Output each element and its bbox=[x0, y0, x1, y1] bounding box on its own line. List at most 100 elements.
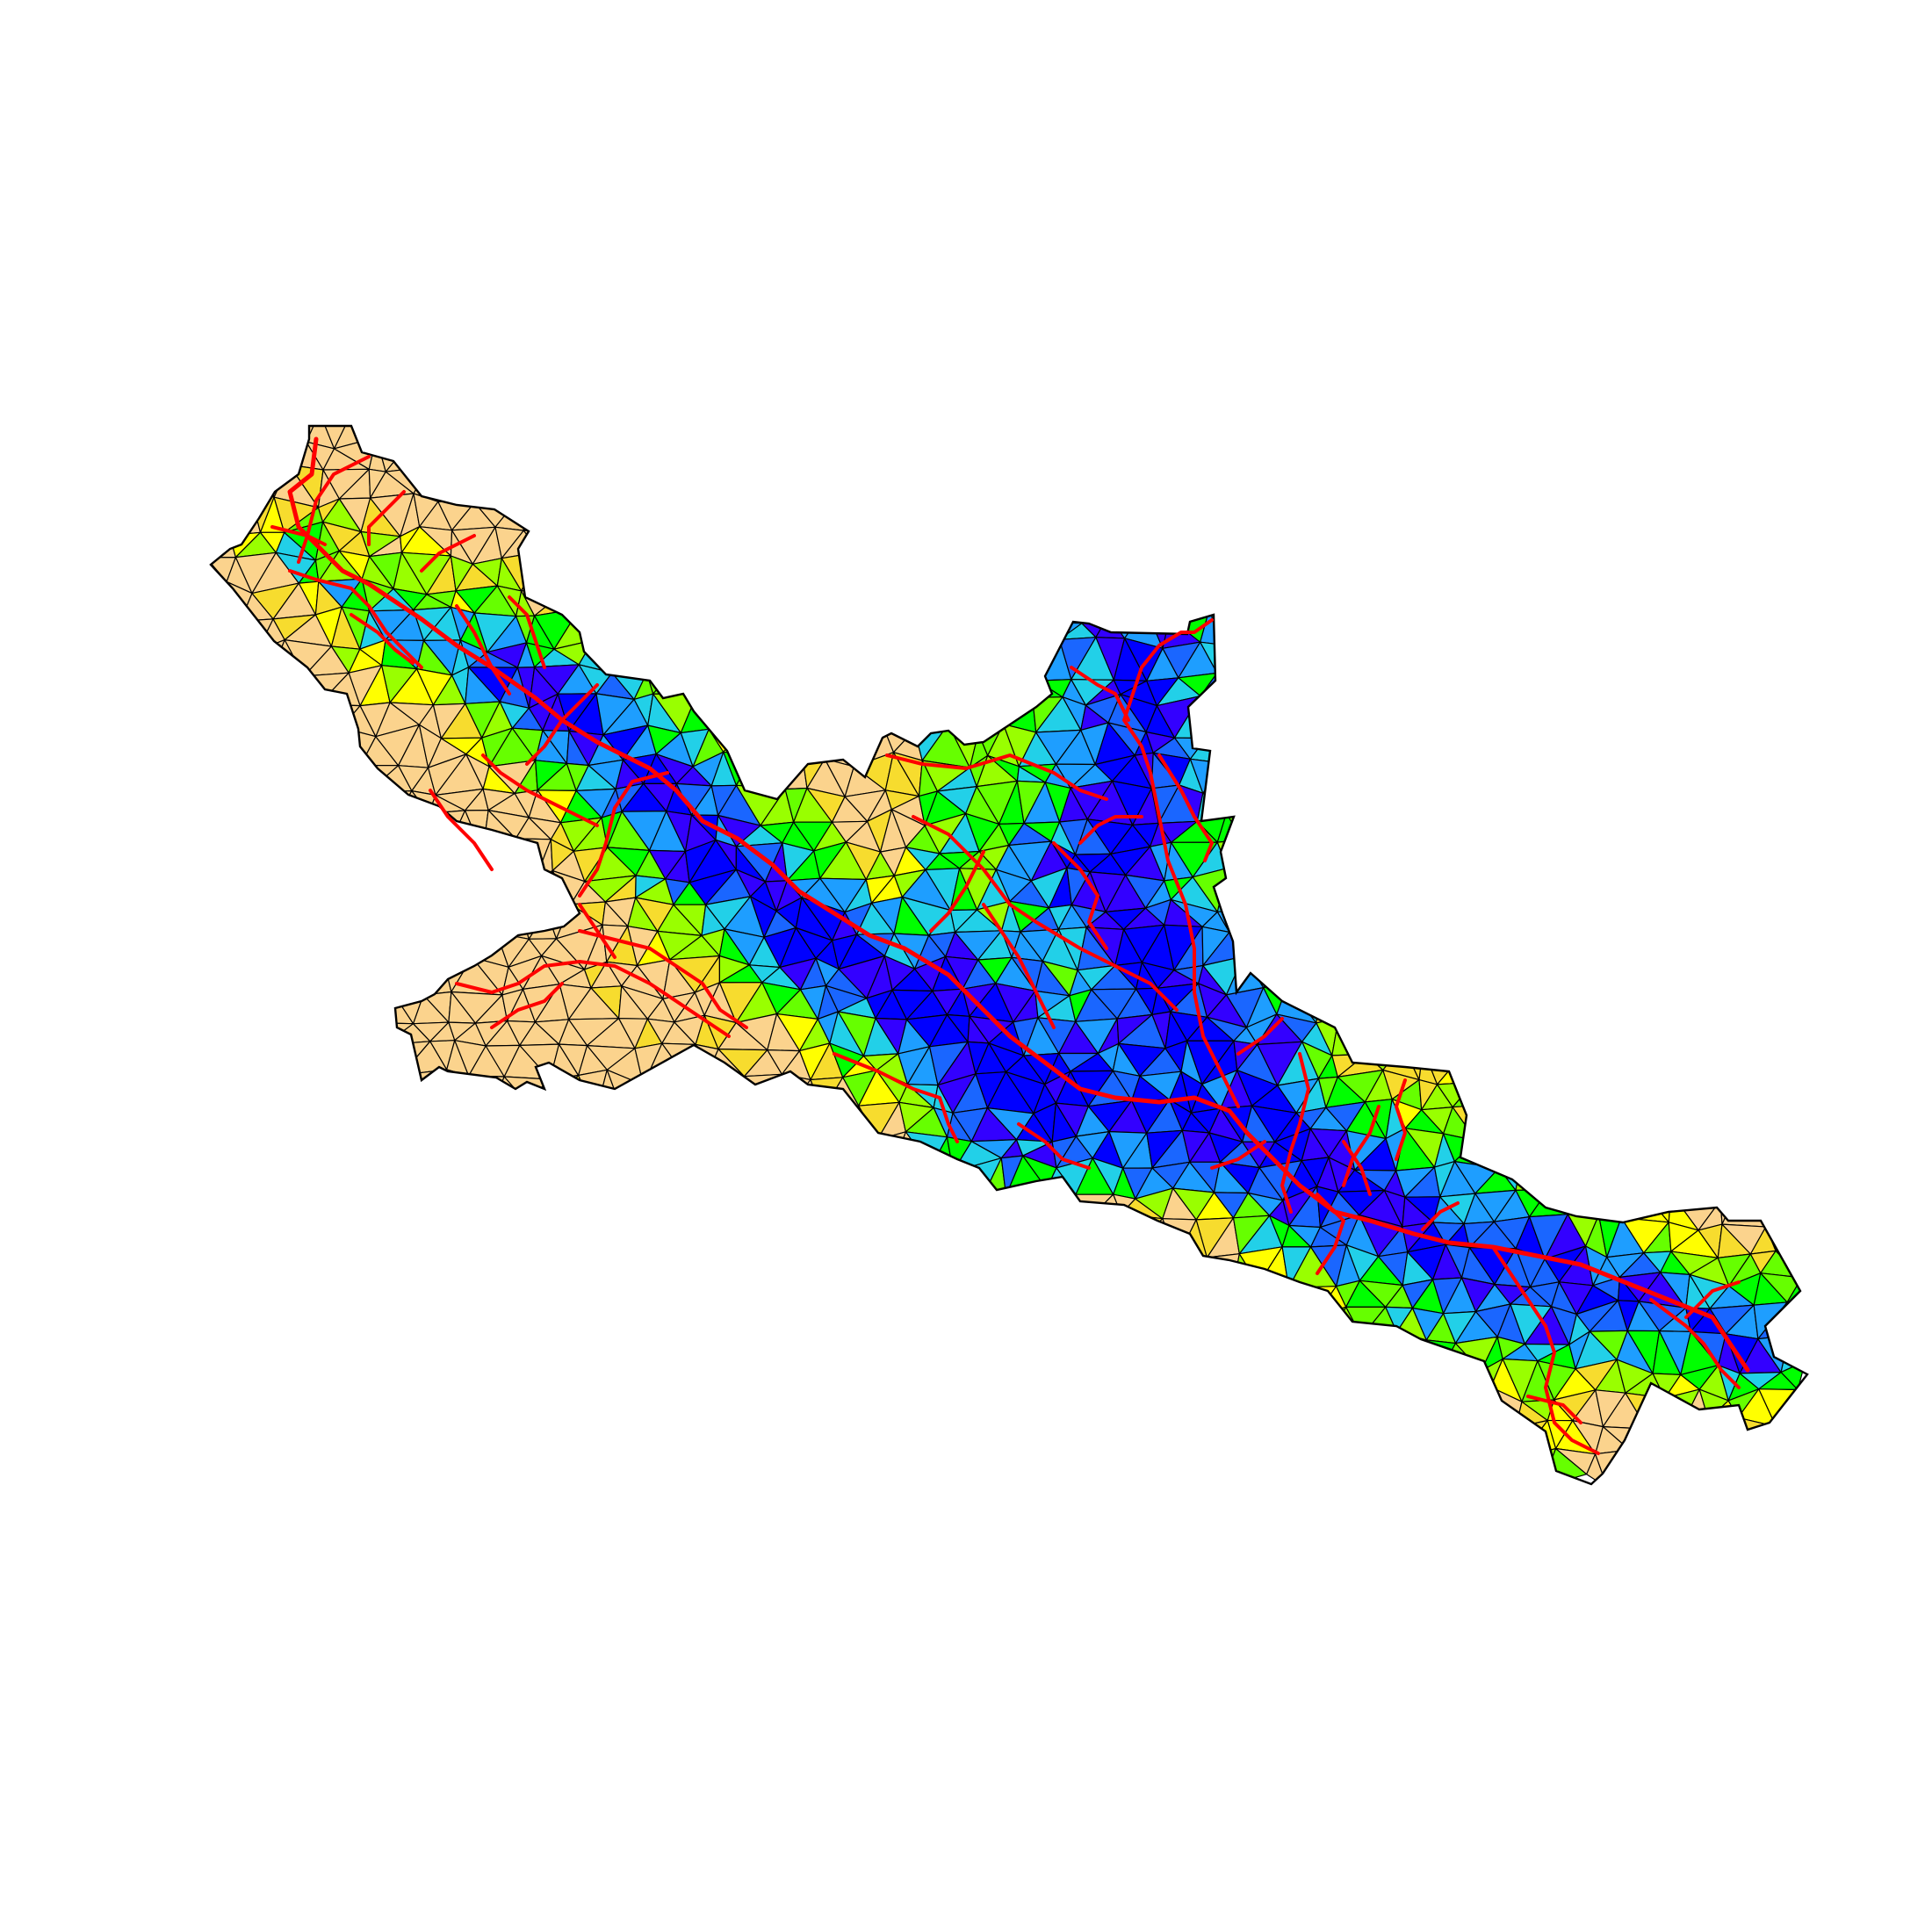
mesh-triangle bbox=[922, 590, 954, 624]
mesh-triangle bbox=[602, 1247, 652, 1278]
mesh-triangle bbox=[1777, 1101, 1807, 1142]
mesh-triangle bbox=[801, 469, 833, 503]
mesh-triangle bbox=[1503, 882, 1545, 912]
mesh-triangle bbox=[1660, 984, 1689, 1014]
mesh-triangle bbox=[1173, 557, 1215, 595]
mesh-triangle bbox=[1570, 1165, 1612, 1201]
mesh-triangle bbox=[1421, 784, 1466, 825]
mesh-triangle bbox=[311, 1244, 350, 1274]
mesh-triangle bbox=[1748, 426, 1775, 440]
tributary-stream bbox=[1316, 1193, 1345, 1275]
mesh-triangle bbox=[903, 426, 946, 443]
mesh-triangle bbox=[884, 1215, 912, 1258]
mesh-triangle bbox=[232, 434, 269, 472]
mesh-triangle bbox=[359, 1330, 391, 1373]
mesh-triangle bbox=[1380, 667, 1409, 696]
mesh-triangle bbox=[1559, 1132, 1604, 1171]
mesh-triangle bbox=[1662, 426, 1704, 443]
mesh-triangle bbox=[926, 668, 970, 709]
mesh-triangle bbox=[518, 496, 543, 531]
mesh-triangle bbox=[1224, 721, 1266, 765]
mesh-triangle bbox=[1774, 811, 1807, 851]
mesh-triangle bbox=[1739, 991, 1771, 1024]
mesh-triangle bbox=[833, 520, 855, 559]
tributary-stream bbox=[288, 569, 423, 669]
mesh-triangle bbox=[211, 1316, 225, 1341]
mesh-triangle bbox=[1772, 637, 1807, 673]
mesh-triangle bbox=[934, 1243, 970, 1280]
mesh-triangle bbox=[301, 783, 329, 824]
mesh-triangle bbox=[1099, 436, 1126, 467]
mesh-triangle bbox=[1710, 871, 1737, 902]
mesh-triangle bbox=[781, 736, 810, 757]
tributary-stream bbox=[1078, 815, 1143, 845]
mesh-triangle bbox=[1675, 1460, 1721, 1484]
mesh-triangle bbox=[348, 1050, 378, 1086]
mesh-triangle bbox=[591, 1274, 637, 1317]
mesh-triangle bbox=[1141, 1456, 1174, 1479]
mesh-triangle bbox=[1603, 956, 1642, 992]
mesh-triangle bbox=[231, 620, 258, 652]
mesh-triangle bbox=[1124, 447, 1154, 472]
mesh-triangle bbox=[1383, 1422, 1408, 1458]
mesh-triangle bbox=[1058, 565, 1088, 591]
mesh-triangle bbox=[1758, 525, 1803, 551]
mesh-triangle bbox=[450, 1110, 486, 1143]
mesh-triangle bbox=[1588, 645, 1633, 671]
mesh-triangle bbox=[634, 1251, 656, 1287]
mesh-triangle bbox=[1276, 426, 1317, 450]
mesh-triangle bbox=[1278, 531, 1305, 555]
mesh-triangle bbox=[1150, 1358, 1181, 1402]
mesh-triangle bbox=[1498, 1134, 1523, 1169]
mesh-triangle bbox=[1237, 1344, 1283, 1373]
mesh-triangle bbox=[1263, 968, 1288, 989]
mesh-triangle bbox=[1317, 955, 1344, 984]
mesh-triangle bbox=[443, 426, 480, 442]
mesh-triangle bbox=[1169, 593, 1211, 619]
mesh-triangle bbox=[1449, 877, 1484, 913]
mesh-triangle bbox=[460, 1280, 497, 1309]
mesh-triangle bbox=[861, 1344, 899, 1363]
mesh-triangle bbox=[631, 440, 655, 478]
mesh-triangle bbox=[877, 1302, 919, 1347]
mesh-triangle bbox=[1731, 644, 1764, 670]
mesh-triangle bbox=[211, 782, 227, 825]
mesh-triangle bbox=[301, 765, 342, 796]
mesh-triangle bbox=[211, 998, 235, 1025]
mesh-triangle bbox=[1621, 463, 1654, 501]
mesh-triangle bbox=[413, 1388, 448, 1424]
mesh-triangle bbox=[1468, 909, 1499, 937]
mesh-triangle bbox=[1392, 695, 1429, 733]
mesh-triangle bbox=[1440, 925, 1471, 959]
mesh-triangle bbox=[1545, 550, 1575, 580]
mesh-triangle bbox=[240, 1185, 279, 1230]
mesh-triangle bbox=[1380, 650, 1409, 678]
mesh-triangle bbox=[1194, 1337, 1221, 1364]
mesh-triangle bbox=[920, 522, 959, 561]
mesh-triangle bbox=[995, 675, 1034, 699]
mesh-triangle bbox=[1352, 426, 1401, 443]
mesh-triangle bbox=[1346, 530, 1388, 562]
mesh-triangle bbox=[746, 1223, 777, 1252]
mesh-triangle bbox=[1012, 426, 1041, 443]
mesh-triangle bbox=[951, 1402, 972, 1426]
mesh-triangle bbox=[1485, 503, 1514, 526]
mesh-triangle bbox=[630, 555, 652, 595]
mesh-triangle bbox=[913, 704, 949, 731]
mesh-triangle bbox=[1085, 1460, 1117, 1484]
mesh-triangle bbox=[786, 1426, 831, 1459]
mesh-triangle bbox=[807, 733, 853, 760]
mesh-triangle bbox=[586, 1342, 624, 1376]
mesh-triangle bbox=[807, 1185, 852, 1228]
mesh-triangle bbox=[535, 1399, 585, 1432]
mesh-triangle bbox=[1512, 494, 1554, 537]
mesh-triangle bbox=[1747, 497, 1781, 530]
mesh-triangle bbox=[854, 579, 898, 611]
mesh-triangle bbox=[1733, 525, 1760, 563]
mesh-triangle bbox=[1445, 475, 1487, 508]
mesh-triangle bbox=[363, 1274, 398, 1317]
mesh-triangle bbox=[1461, 615, 1494, 649]
mesh-triangle bbox=[1267, 1303, 1292, 1345]
mesh-triangle bbox=[307, 1417, 346, 1454]
mesh-triangle bbox=[1256, 873, 1288, 903]
